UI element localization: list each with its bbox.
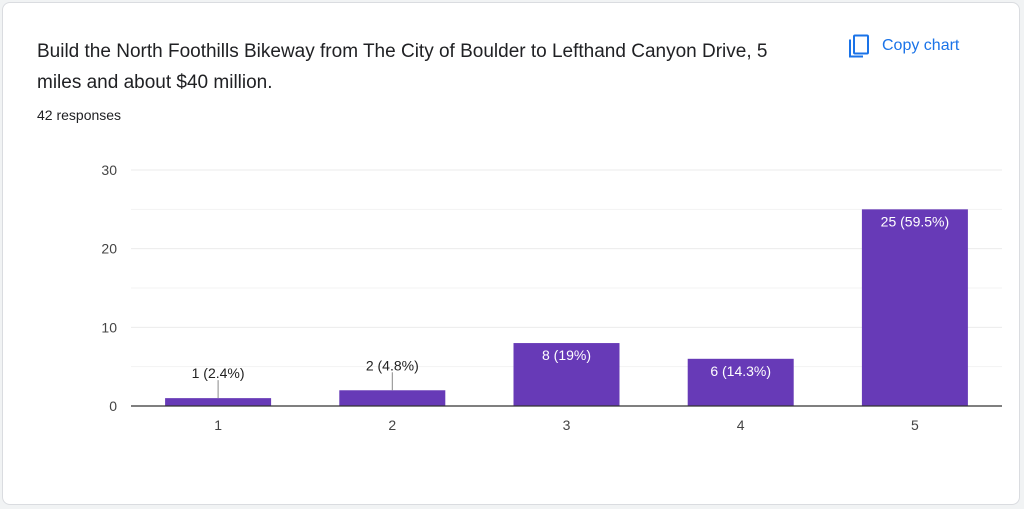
copy-chart-button[interactable]: Copy chart (842, 29, 965, 63)
data-label: 2 (4.8%) (366, 357, 419, 373)
response-count: 42 responses (37, 107, 122, 123)
x-tick-label: 5 (911, 417, 919, 433)
bar (861, 209, 968, 406)
bar (687, 358, 794, 406)
copy-icon (848, 34, 870, 58)
copy-chart-label: Copy chart (882, 37, 960, 54)
y-tick-label: 10 (101, 319, 117, 335)
y-tick-label: 30 (101, 162, 117, 178)
question-title: Build the North Foothills Bikeway from T… (37, 41, 768, 93)
x-tick-label: 1 (214, 417, 222, 433)
bar (513, 343, 620, 406)
data-label: 8 (19%) (542, 347, 591, 363)
bar (165, 398, 272, 406)
y-tick-label: 0 (109, 398, 117, 414)
x-tick-label: 2 (388, 417, 396, 433)
bar (339, 390, 446, 406)
data-label: 6 (14.3%) (710, 363, 771, 379)
data-label: 25 (59.5%) (881, 213, 949, 229)
y-tick-label: 20 (101, 241, 117, 257)
x-tick-label: 4 (737, 417, 745, 433)
x-tick-label: 3 (563, 417, 571, 433)
data-label: 1 (2.4%) (192, 365, 245, 381)
